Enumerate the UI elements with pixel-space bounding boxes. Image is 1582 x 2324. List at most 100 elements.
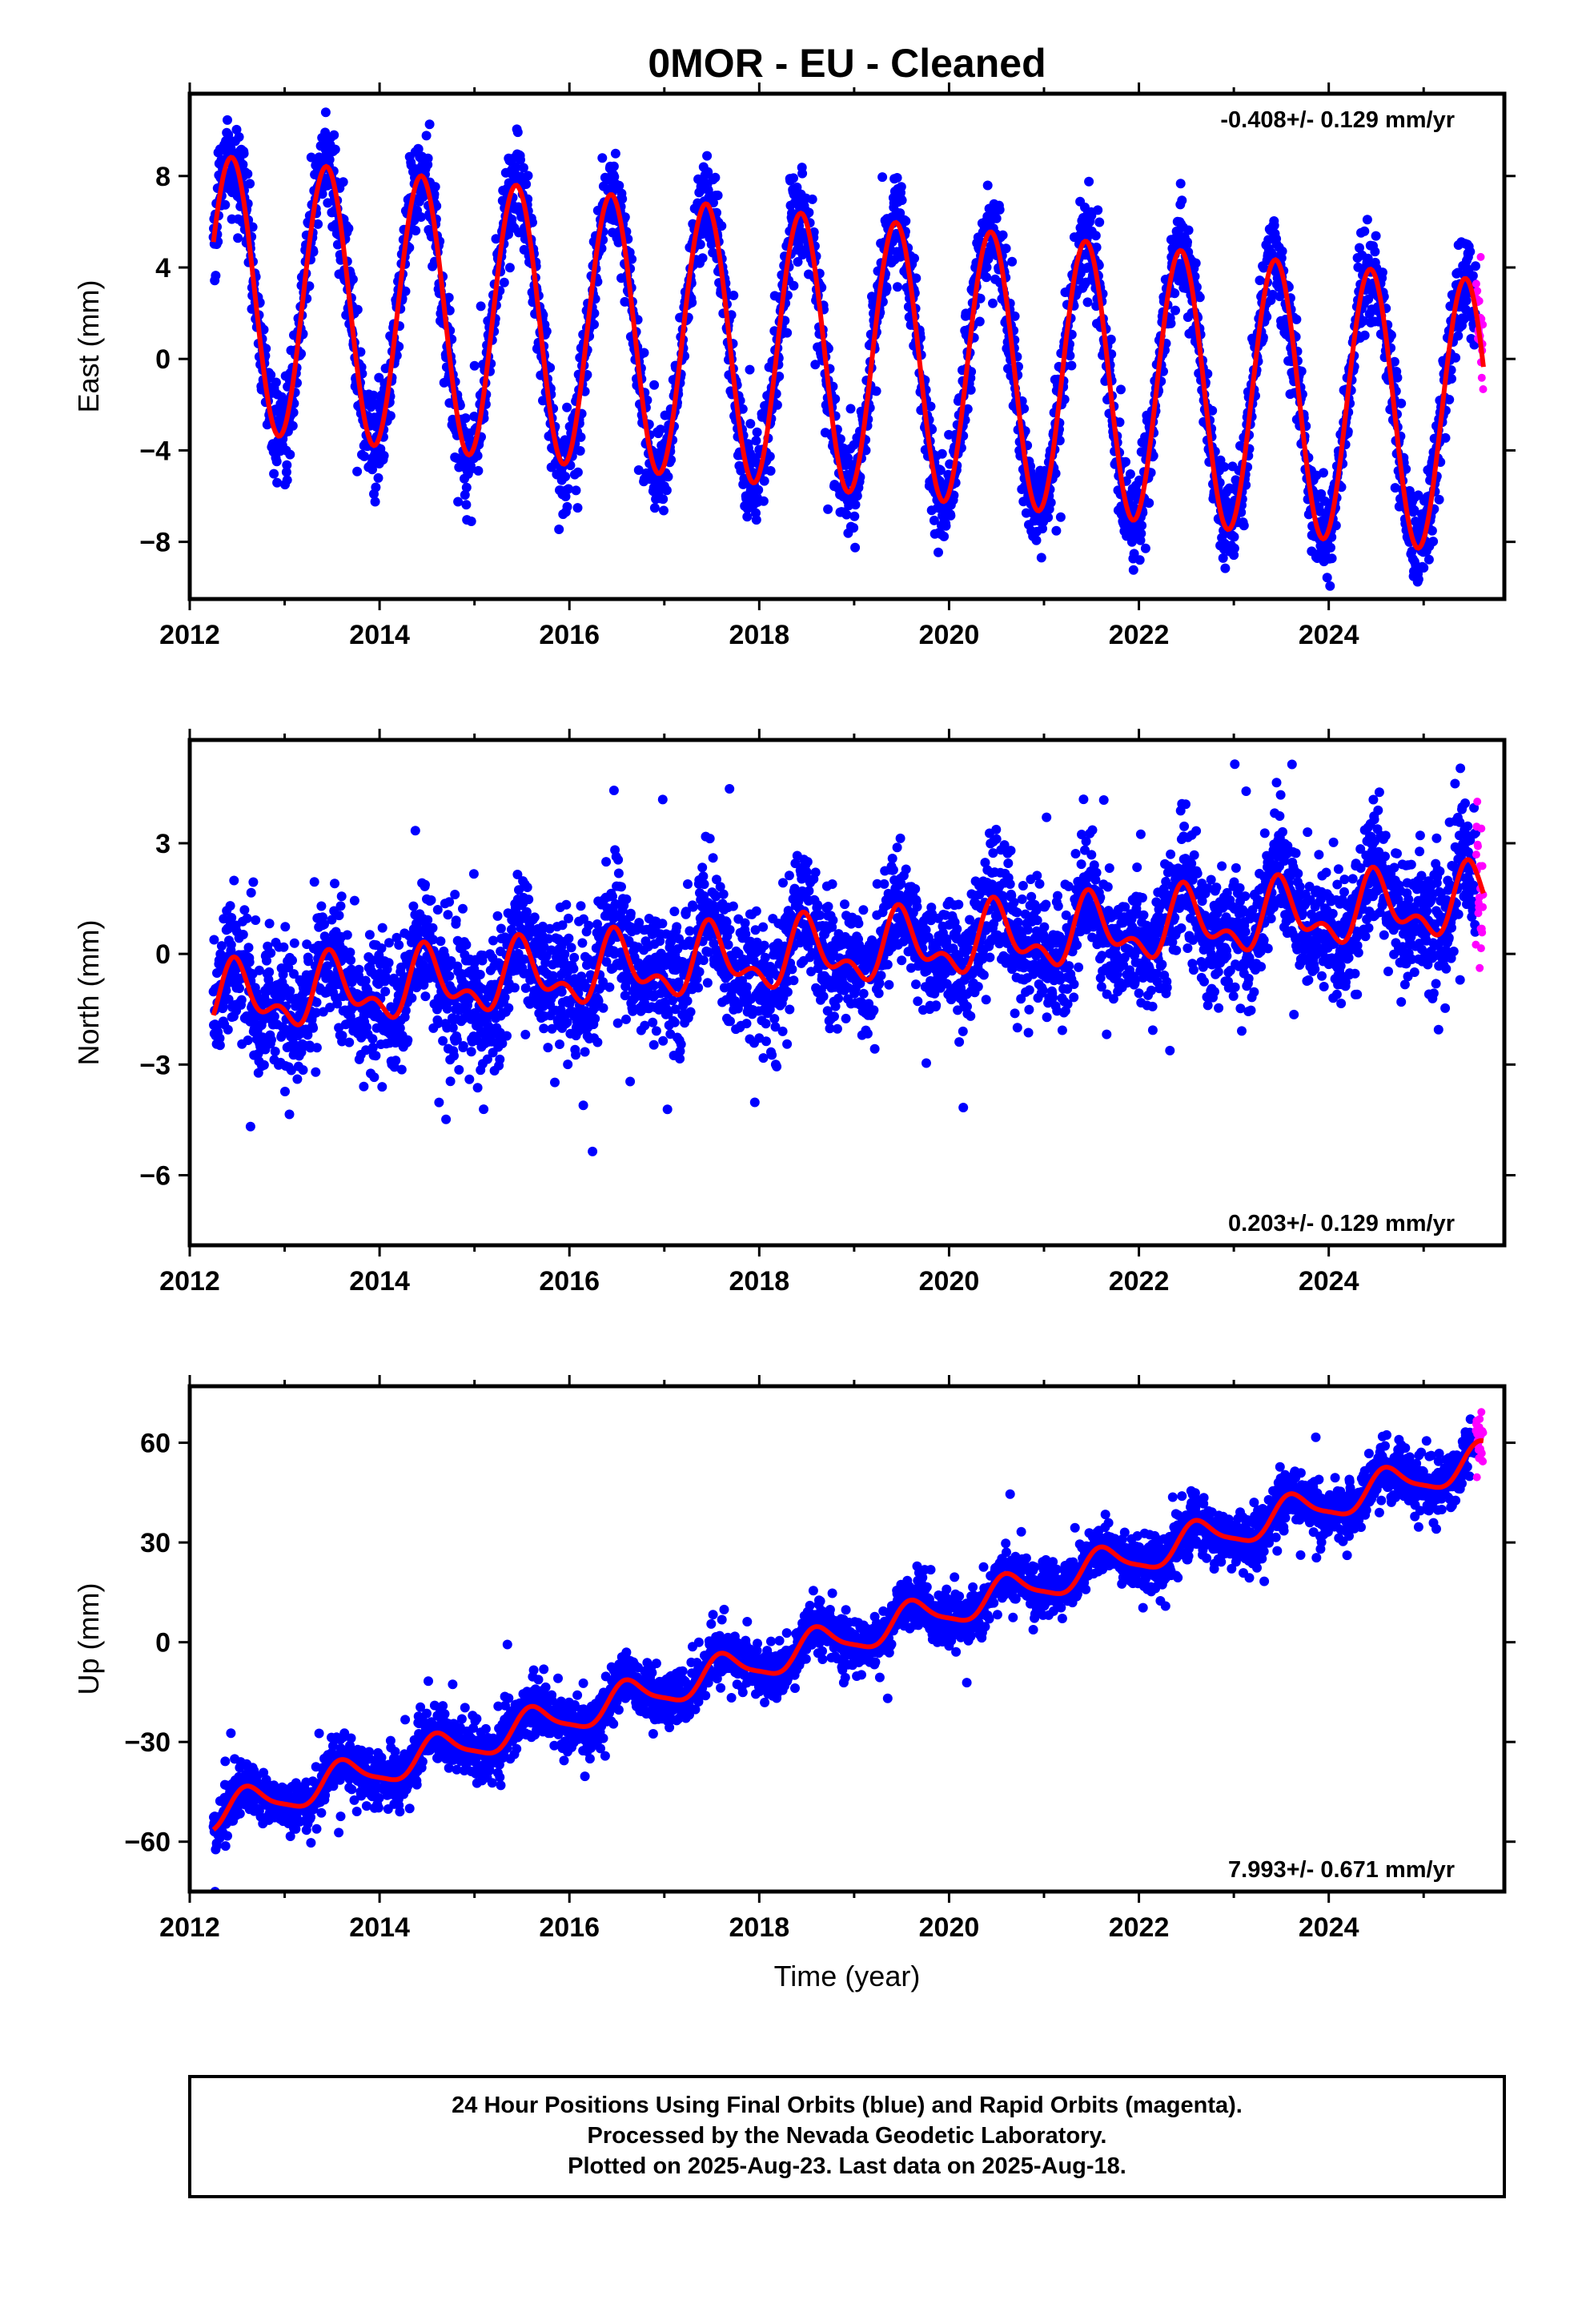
- east-final-point: [238, 159, 248, 170]
- north-final-point: [229, 875, 239, 886]
- east-final-point: [617, 194, 628, 204]
- east-final-point: [282, 475, 292, 485]
- east-final-point: [661, 485, 672, 496]
- north-final-point: [311, 1043, 322, 1053]
- east-final-point: [614, 180, 624, 191]
- east-final-point: [234, 132, 244, 142]
- north-final-point: [423, 915, 433, 925]
- east-final-point: [1229, 532, 1239, 542]
- east-final-point: [460, 490, 470, 500]
- north-final-point: [461, 939, 472, 950]
- east-final-point: [871, 386, 881, 396]
- east-final-point: [823, 504, 833, 514]
- north-final-point: [420, 879, 430, 890]
- east-final-point: [807, 194, 817, 204]
- north-final-point: [407, 993, 417, 1003]
- east-final-point: [453, 497, 464, 507]
- east-final-point: [1411, 614, 1421, 624]
- north-final-point: [239, 905, 250, 915]
- north-final-point: [243, 1035, 253, 1045]
- east-final-point: [245, 179, 255, 189]
- north-final-point: [371, 1051, 381, 1061]
- east-final-point: [499, 277, 509, 287]
- north-final-point: [454, 1064, 464, 1075]
- north-final-point: [226, 939, 236, 950]
- east-final-point: [597, 153, 608, 163]
- east-final-point: [423, 153, 433, 163]
- east-final-point: [243, 169, 253, 179]
- east-final-point: [1090, 231, 1101, 241]
- east-final-point: [620, 212, 630, 223]
- east-final-point: [1377, 267, 1387, 278]
- east-final-point: [1093, 205, 1103, 215]
- east-final-point: [1417, 643, 1427, 653]
- east-final-point: [379, 451, 389, 460]
- figure-title: 0MOR - EU - Cleaned: [648, 41, 1046, 86]
- east-final-point: [797, 168, 808, 179]
- north-final-point: [436, 936, 446, 947]
- east-final-point: [1262, 312, 1272, 322]
- east-final-point: [782, 328, 793, 338]
- north-final-point: [377, 923, 387, 933]
- east-final-point: [1051, 525, 1062, 536]
- east-final-point: [466, 517, 476, 526]
- east-final-point: [966, 384, 976, 395]
- east-final-point: [394, 341, 404, 352]
- north-final-point: [287, 955, 297, 966]
- north-final-point: [279, 942, 289, 952]
- north-final-point: [492, 911, 503, 921]
- east-final-point: [572, 467, 583, 477]
- north-final-point: [289, 938, 299, 948]
- east-final-point: [804, 207, 814, 218]
- east-final-point: [1166, 318, 1176, 328]
- east-final-point: [1434, 494, 1444, 505]
- east-final-point: [247, 222, 258, 232]
- east-final-point: [1291, 314, 1302, 324]
- north-final-point: [443, 910, 453, 920]
- east-final-point: [702, 151, 713, 161]
- north-final-point: [280, 922, 291, 932]
- east-final-point: [416, 212, 426, 222]
- east-final-point: [554, 525, 564, 534]
- east-final-point: [655, 455, 665, 465]
- north-final-point: [396, 1064, 407, 1075]
- north-final-point: [349, 895, 359, 906]
- east-final-point: [1059, 394, 1070, 404]
- north-final-point: [337, 1031, 347, 1041]
- east-final-point: [1144, 498, 1154, 509]
- east-final-point: [1137, 521, 1147, 531]
- east-final-point: [1296, 366, 1307, 376]
- north-final-point: [479, 1104, 489, 1115]
- east-final-point: [271, 456, 282, 467]
- east-rapid-point: [1477, 373, 1486, 382]
- east-final-point: [789, 280, 799, 291]
- east-final-point: [223, 115, 232, 125]
- north-final-point: [445, 1076, 456, 1087]
- east-final-point: [765, 466, 776, 476]
- north-final-point: [316, 901, 327, 911]
- east-final-point: [1094, 217, 1105, 227]
- east-final-point: [850, 500, 861, 510]
- north-final-point: [377, 1082, 387, 1092]
- east-final-point: [935, 465, 946, 476]
- north-final-point: [223, 1024, 233, 1035]
- east-final-point: [1423, 554, 1434, 565]
- east-x-tick-label: 2018: [729, 620, 790, 650]
- east-final-point: [220, 199, 231, 210]
- east-final-point: [758, 496, 769, 506]
- north-final-point: [475, 970, 485, 979]
- east-final-point: [895, 208, 905, 219]
- east-final-point: [658, 494, 669, 505]
- north-final-point: [394, 940, 404, 950]
- east-final-point: [576, 432, 586, 442]
- east-final-point: [850, 542, 861, 553]
- north-final-point: [259, 1059, 269, 1070]
- east-final-point: [1259, 263, 1269, 273]
- panel-north: 2012 2014 2016 2018 2020 2022 2024−6−303North …: [72, 729, 1516, 1297]
- north-final-point: [225, 901, 235, 911]
- east-final-point: [512, 127, 523, 138]
- east-final-point: [945, 459, 955, 469]
- east-final-point: [881, 283, 892, 293]
- east-final-point: [1134, 555, 1145, 565]
- east-final-point: [1319, 468, 1328, 478]
